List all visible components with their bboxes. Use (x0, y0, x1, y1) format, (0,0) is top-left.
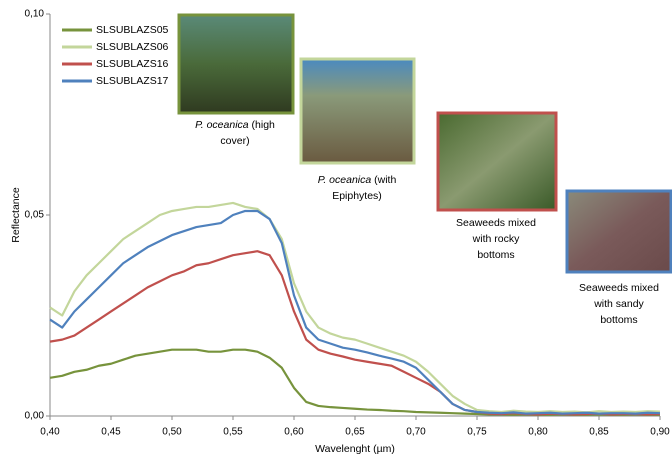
y-tick-label: 0,10 (25, 9, 45, 20)
caption-text: Seaweeds mixed (579, 282, 659, 294)
photo-caption: Epiphytes) (332, 190, 382, 202)
legend-label: SLSUBLAZS17 (96, 75, 169, 87)
caption-text: (high (249, 119, 275, 131)
caption-text: bottoms (477, 249, 514, 261)
photo-caption: P. oceanica (with (318, 174, 397, 186)
caption-species: P. oceanica (195, 119, 249, 131)
x-tick-label: 0,55 (223, 427, 243, 438)
photo (179, 15, 293, 113)
y-tick-label: 0,00 (25, 411, 45, 422)
x-tick-label: 0,60 (284, 427, 304, 438)
caption-text: (with (371, 174, 396, 186)
caption-text: bottoms (600, 314, 637, 326)
caption-species: P. oceanica (318, 174, 372, 186)
x-tick-label: 0,75 (467, 427, 487, 438)
x-tick-label: 0,45 (101, 427, 121, 438)
x-tick-label: 0,40 (40, 427, 60, 438)
photo-caption: P. oceanica (high (195, 119, 275, 131)
caption-text: Seaweeds mixed (456, 217, 536, 229)
caption-text: cover) (220, 135, 249, 147)
y-tick-label: 0,05 (25, 210, 45, 221)
photo (567, 191, 671, 272)
caption-text: Epiphytes) (332, 190, 382, 202)
legend-label: SLSUBLAZS05 (96, 24, 169, 36)
x-tick-label: 0,80 (528, 427, 548, 438)
legend-label: SLSUBLAZS06 (96, 41, 169, 53)
legend-label: SLSUBLAZS16 (96, 58, 169, 70)
x-tick-label: 0,90 (650, 427, 670, 438)
x-axis-label: Wavelenght (µm) (315, 443, 395, 455)
photo-caption: with sandy (593, 298, 644, 310)
photo-caption: bottoms (600, 314, 637, 326)
x-tick-label: 0,65 (345, 427, 365, 438)
caption-text: with sandy (593, 298, 644, 310)
photo (438, 113, 556, 210)
chart: Reflectance Wavelenght (µm) 0,00 0,05 0,10… (0, 0, 672, 458)
photos (179, 15, 671, 272)
x-tick-label: 0,85 (589, 427, 609, 438)
photo-caption: bottoms (477, 249, 514, 261)
photo-caption: cover) (220, 135, 249, 147)
photo (301, 59, 414, 163)
photo-caption: with rocky (472, 233, 520, 245)
y-axis-label: Reflectance (10, 187, 22, 243)
caption-text: with rocky (472, 233, 520, 245)
photo-caption: Seaweeds mixed (579, 282, 659, 294)
x-tick-label: 0,50 (162, 427, 182, 438)
x-tick-label: 0,70 (406, 427, 426, 438)
series-line (50, 251, 660, 414)
photo-caption: Seaweeds mixed (456, 217, 536, 229)
